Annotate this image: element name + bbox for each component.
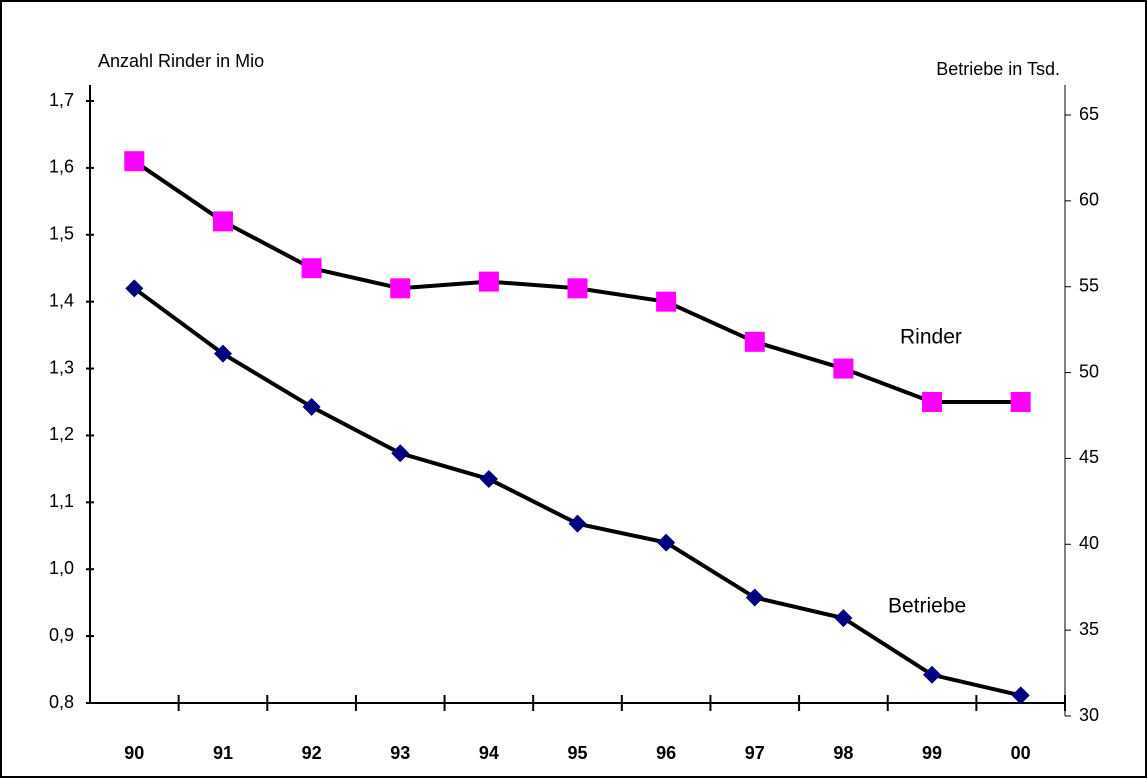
x-tick-label: 94	[479, 743, 499, 763]
marker	[213, 344, 232, 363]
marker	[124, 151, 145, 172]
marker	[657, 533, 676, 552]
y2-tick-label: 40	[1079, 533, 1099, 553]
marker	[301, 258, 322, 279]
x-tick-label: 98	[833, 743, 853, 763]
y2-tick-label: 30	[1079, 705, 1099, 725]
marker	[834, 609, 853, 628]
y2-tick-label: 55	[1079, 275, 1099, 295]
y2-tick-label: 50	[1079, 361, 1099, 381]
marker	[125, 279, 144, 298]
y-tick-label: 1,3	[49, 357, 74, 377]
x-tick-label: 96	[656, 743, 676, 763]
marker	[391, 444, 410, 463]
x-tick-label: 90	[124, 743, 144, 763]
marker	[922, 392, 943, 412]
marker	[923, 665, 942, 684]
y-tick-label: 1,5	[49, 224, 74, 244]
y2-axis-label: Betriebe in Tsd.	[936, 59, 1060, 79]
marker	[833, 358, 854, 379]
marker	[479, 470, 498, 489]
marker	[745, 588, 764, 607]
x-tick-label: 93	[390, 743, 410, 763]
x-tick-label: 95	[567, 743, 587, 763]
marker	[656, 291, 677, 312]
x-tick-label: 00	[1011, 743, 1031, 763]
marker	[390, 278, 411, 299]
y2-tick-label: 35	[1079, 619, 1099, 639]
y-tick-label: 0,9	[49, 625, 74, 645]
series-label: Betriebe	[888, 595, 966, 618]
y-tick-label: 1,7	[49, 90, 74, 110]
y2-tick-label: 60	[1079, 190, 1099, 210]
y-tick-label: 1,1	[49, 491, 74, 511]
y-tick-label: 1,4	[49, 290, 74, 310]
y-tick-label: 1,6	[49, 157, 74, 177]
x-tick-label: 91	[213, 743, 233, 763]
y2-tick-label: 45	[1079, 447, 1099, 467]
marker	[1010, 392, 1031, 412]
marker	[212, 211, 233, 232]
y-tick-label: 1,0	[49, 558, 74, 578]
y-tick-label: 0,8	[49, 692, 74, 712]
x-tick-label: 97	[745, 743, 765, 763]
marker	[567, 278, 588, 299]
y2-tick-label: 65	[1079, 104, 1099, 124]
marker	[302, 397, 321, 416]
marker	[568, 514, 587, 533]
marker	[478, 271, 499, 292]
x-tick-label: 92	[302, 743, 322, 763]
y-axis-label: Anzahl Rinder in Mio	[98, 51, 264, 71]
series-label: Rinder	[900, 326, 962, 349]
marker	[1011, 686, 1030, 705]
marker	[744, 331, 765, 352]
x-tick-label: 99	[922, 743, 942, 763]
y-tick-label: 1,2	[49, 424, 74, 444]
